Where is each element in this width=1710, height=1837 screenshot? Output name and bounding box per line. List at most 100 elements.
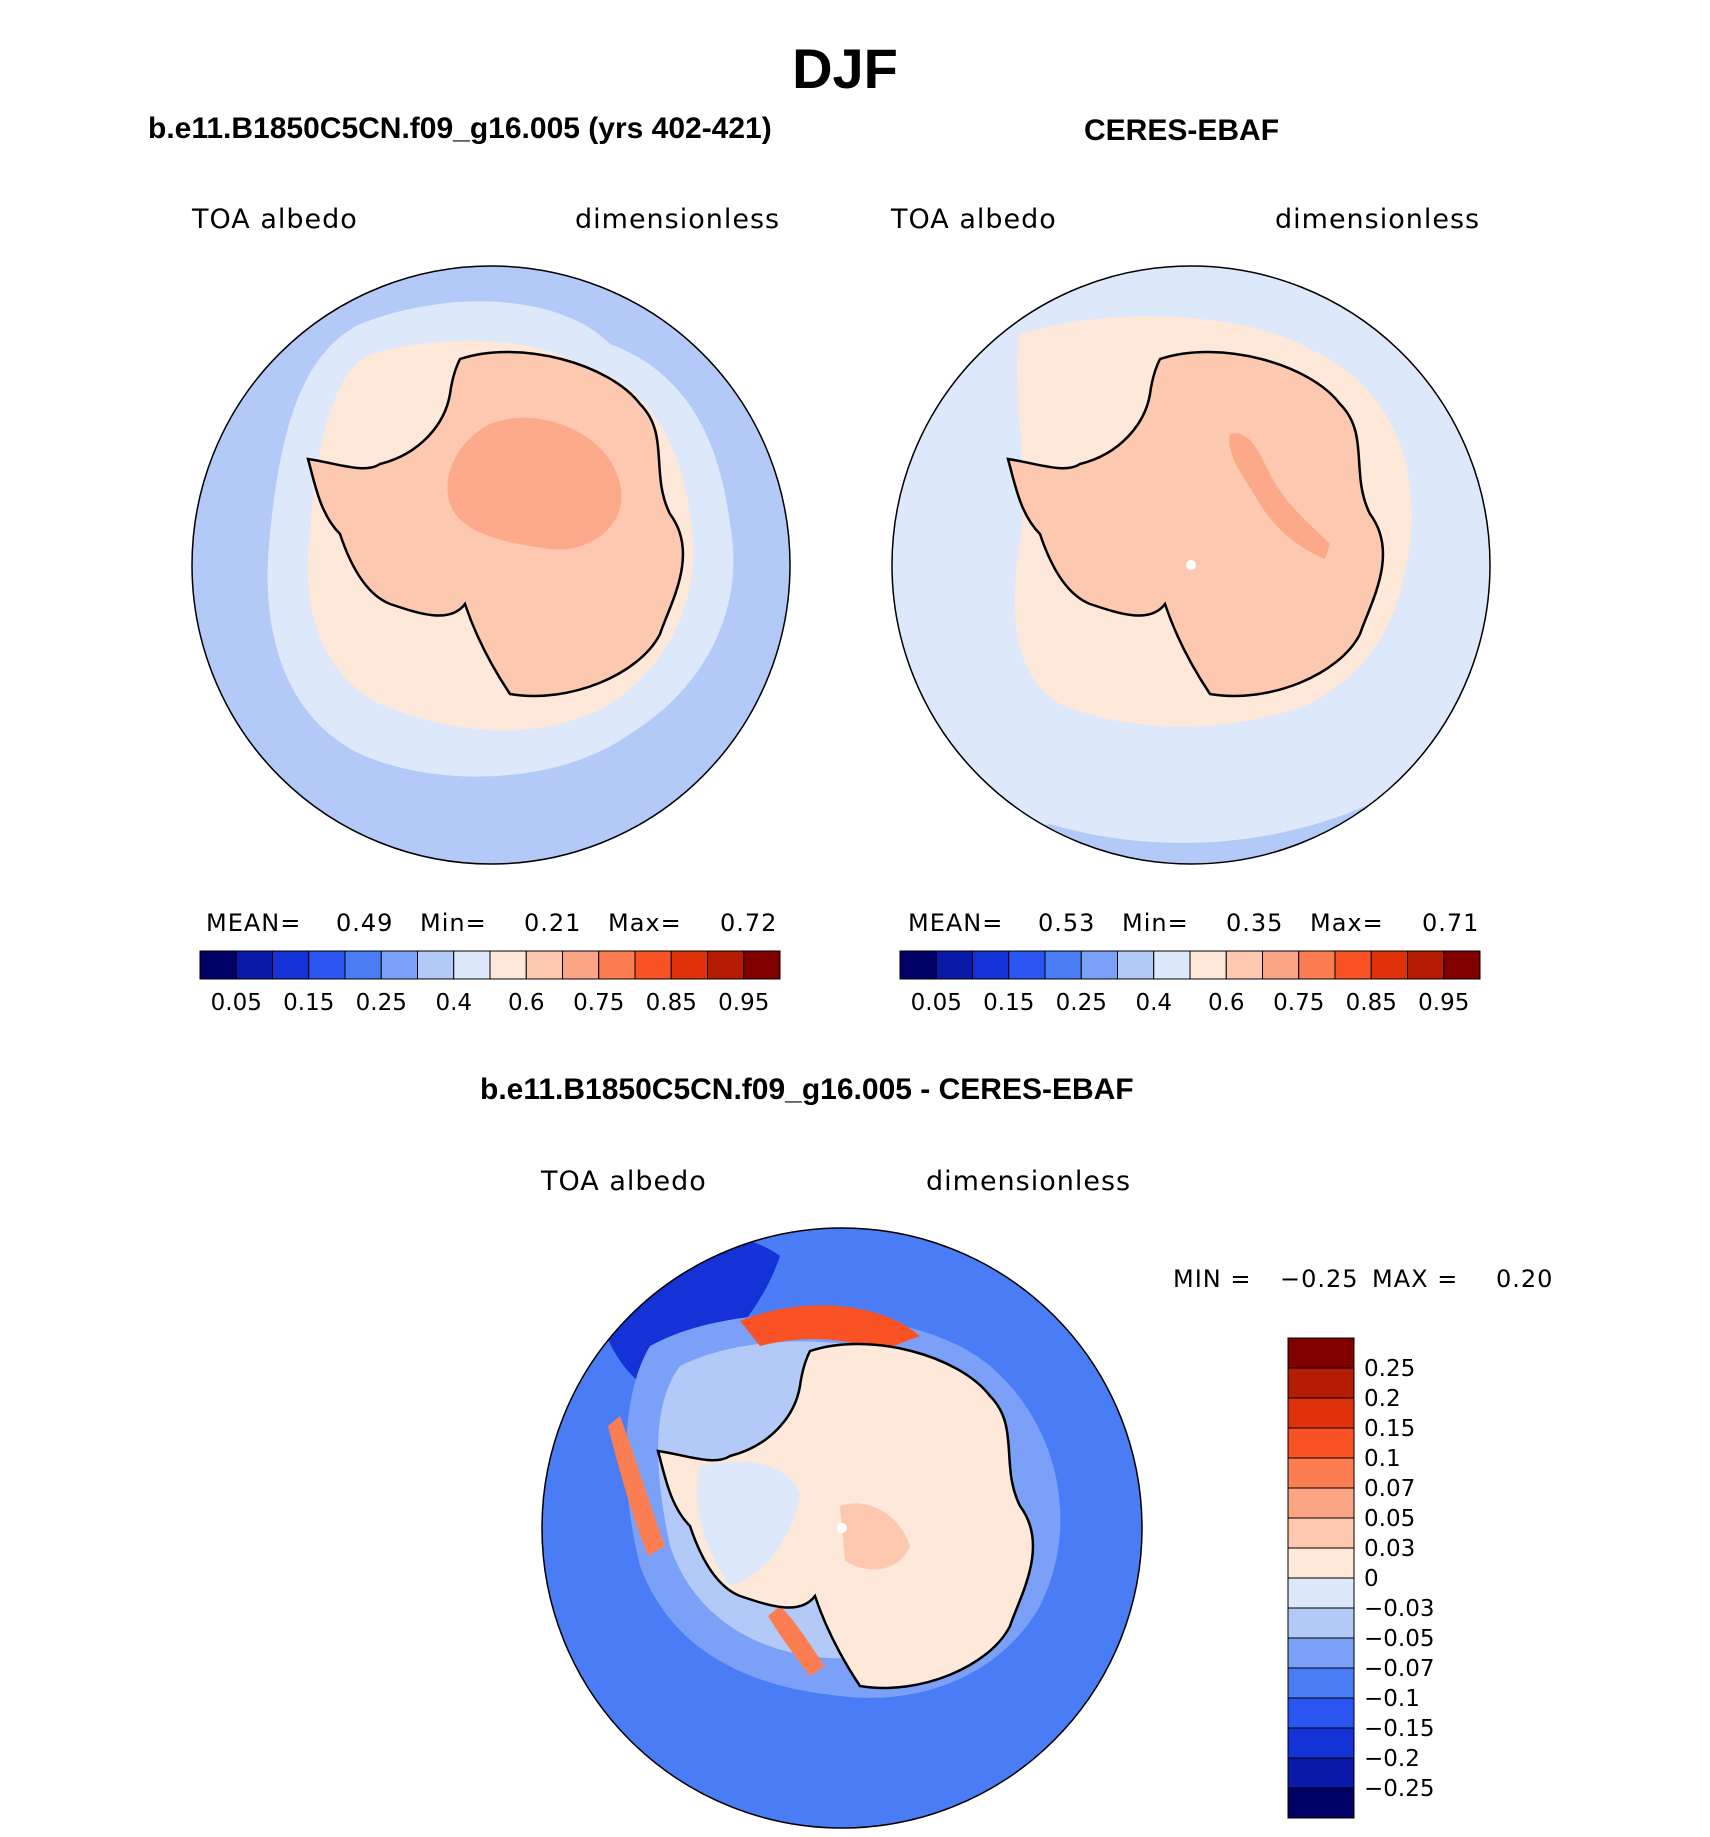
- model-colorbar-tick-label-5: 0.75: [573, 990, 624, 1016]
- diff-colorbar-tick-label-2: 0.15: [1364, 1416, 1415, 1442]
- diff-colorbar-tick-label-14: −0.25: [1364, 1776, 1434, 1802]
- diff-colorbar-tick-label-10: −0.07: [1364, 1656, 1434, 1682]
- obs-colorbar-box-9: [1225, 950, 1263, 980]
- model-colorbar-box-11: [598, 950, 636, 980]
- obs-units-label: dimensionless: [1275, 204, 1481, 235]
- model-panel-title: b.e11.B1850C5CN.f09_g16.005 (yrs 402-421…: [148, 112, 772, 145]
- obs-colorbar-box-5: [1080, 950, 1118, 980]
- model-colorbar-box-8: [489, 950, 527, 980]
- model-colorbar-tick-label-4: 0.6: [508, 990, 545, 1016]
- obs-colorbar-tick-label-7: 0.95: [1418, 990, 1469, 1016]
- model-colorbar-box-12: [634, 950, 672, 980]
- model-colorbar-tick-label-7: 0.95: [718, 990, 769, 1016]
- main-title: DJF: [792, 37, 898, 100]
- model-max-label: Max=: [608, 909, 682, 937]
- model-colorbar-box-10: [562, 950, 600, 980]
- diff-colorbar-box-4: [1287, 1457, 1355, 1489]
- model-min-label: Min=: [420, 909, 487, 937]
- obs-colorbar-box-13: [1370, 950, 1408, 980]
- obs-colorbar-box-2: [972, 950, 1010, 980]
- obs-colorbar-tick-label-0: 0.05: [911, 990, 962, 1016]
- obs-colorbar-box-14: [1407, 950, 1445, 980]
- diff-variable-label: TOA albedo: [541, 1166, 707, 1197]
- model-coastline: [306, 350, 685, 698]
- diff-land-weak-positive: [840, 1503, 910, 1570]
- obs-colorbar-box-4: [1044, 950, 1082, 980]
- diff-land-weak-negative: [697, 1461, 800, 1586]
- obs-panel-title: CERES-EBAF: [1084, 114, 1280, 147]
- diff-colorbar-tick-label-1: 0.2: [1364, 1386, 1401, 1412]
- obs-colorbar-box-10: [1262, 950, 1300, 980]
- model-map-border: [191, 265, 791, 865]
- obs-colorbar-box-11: [1298, 950, 1336, 980]
- diff-units-label: dimensionless: [926, 1166, 1132, 1197]
- model-max-value: 0.72: [720, 909, 778, 937]
- obs-coastline: [1006, 350, 1385, 698]
- obs-colorbar-tick-label-4: 0.6: [1208, 990, 1245, 1016]
- diff-colorbar-tick-label-13: −0.2: [1364, 1746, 1420, 1772]
- obs-colorbar-box-12: [1334, 950, 1372, 980]
- obs-colorbar-box-1: [935, 950, 973, 980]
- diff-min-label: MIN =: [1173, 1265, 1252, 1293]
- model-colorbar-box-15: [743, 950, 781, 980]
- diff-colorbar-box-12: [1287, 1697, 1355, 1729]
- obs-colorbar-box-7: [1153, 950, 1191, 980]
- model-colorbar-tick-label-2: 0.25: [356, 990, 407, 1016]
- diff-max-value: 0.20: [1496, 1265, 1554, 1293]
- model-colorbar-box-13: [670, 950, 708, 980]
- obs-colorbar-tick-label-2: 0.25: [1056, 990, 1107, 1016]
- diff-colorbar-box-15: [1287, 1787, 1355, 1819]
- obs-polar-map: [891, 265, 1491, 865]
- diff-colorbar-tick-label-9: −0.05: [1364, 1626, 1434, 1652]
- model-colorbar-box-6: [417, 950, 455, 980]
- diff-min-value: −0.25: [1280, 1265, 1359, 1293]
- diff-colorbar-box-14: [1287, 1757, 1355, 1789]
- obs-max-label: Max=: [1310, 909, 1384, 937]
- diff-colorbar-box-9: [1287, 1607, 1355, 1639]
- diff-positive-arc-west: [608, 1416, 665, 1556]
- obs-mean-label: MEAN=: [908, 909, 1004, 937]
- diff-colorbar-box-10: [1287, 1637, 1355, 1669]
- model-colorbar-tick-label-6: 0.85: [646, 990, 697, 1016]
- model-colorbar-box-1: [235, 950, 273, 980]
- diff-pole-marker: [837, 1523, 847, 1533]
- diff-colorbar-tick-label-4: 0.07: [1364, 1476, 1415, 1502]
- model-colorbar-box-7: [453, 950, 491, 980]
- obs-colorbar-tick-label-3: 0.4: [1135, 990, 1172, 1016]
- model-variable-label: TOA albedo: [192, 204, 358, 235]
- obs-colorbar-box-15: [1443, 950, 1481, 980]
- obs-colorbar: 0.05 0.15 0.25 0.4 0.6 0.75 0.85 0.95: [899, 950, 1481, 1016]
- diff-map-border: [541, 1227, 1143, 1829]
- diff-colorbar-tick-label-11: −0.1: [1364, 1686, 1420, 1712]
- diff-coastline: [656, 1342, 1035, 1690]
- diff-colorbar-box-13: [1287, 1727, 1355, 1759]
- model-mean-value: 0.49: [336, 909, 394, 937]
- obs-colorbar-tick-label-6: 0.85: [1346, 990, 1397, 1016]
- model-colorbar-box-4: [344, 950, 382, 980]
- model-colorbar-tick-label-1: 0.15: [283, 990, 334, 1016]
- model-colorbar-box-3: [308, 950, 346, 980]
- diff-colorbar-box-3: [1287, 1427, 1355, 1459]
- model-colorbar-tick-label-0: 0.05: [211, 990, 262, 1016]
- diff-colorbar: 0.25 0.2 0.15 0.1 0.07 0.05 0.03 0 −0.03 −0.05 −0.…: [1287, 1337, 1434, 1819]
- obs-colorbar-tick-label-5: 0.75: [1273, 990, 1324, 1016]
- obs-colorbar-box-0: [899, 950, 937, 980]
- diff-colorbar-box-7: [1287, 1547, 1355, 1579]
- model-colorbar-box-9: [525, 950, 563, 980]
- obs-pole-marker: [1186, 560, 1196, 570]
- obs-map-border: [891, 265, 1491, 865]
- diff-colorbar-tick-label-6: 0.03: [1364, 1536, 1415, 1562]
- diff-panel-title: b.e11.B1850C5CN.f09_g16.005 - CERES-EBAF: [480, 1073, 1134, 1106]
- model-mean-label: MEAN=: [206, 909, 302, 937]
- model-colorbar-box-5: [380, 950, 418, 980]
- diff-colorbar-box-8: [1287, 1577, 1355, 1609]
- obs-colorbar-box-3: [1008, 950, 1046, 980]
- obs-mean-value: 0.53: [1038, 909, 1096, 937]
- diff-colorbar-box-1: [1287, 1367, 1355, 1399]
- model-colorbar-box-0: [199, 950, 237, 980]
- obs-max-value: 0.71: [1422, 909, 1480, 937]
- model-colorbar-box-2: [272, 950, 310, 980]
- model-units-label: dimensionless: [575, 204, 781, 235]
- diff-colorbar-tick-label-3: 0.1: [1364, 1446, 1401, 1472]
- model-colorbar: 0.05 0.15 0.25 0.4 0.6 0.75 0.85 0.95: [199, 950, 781, 1016]
